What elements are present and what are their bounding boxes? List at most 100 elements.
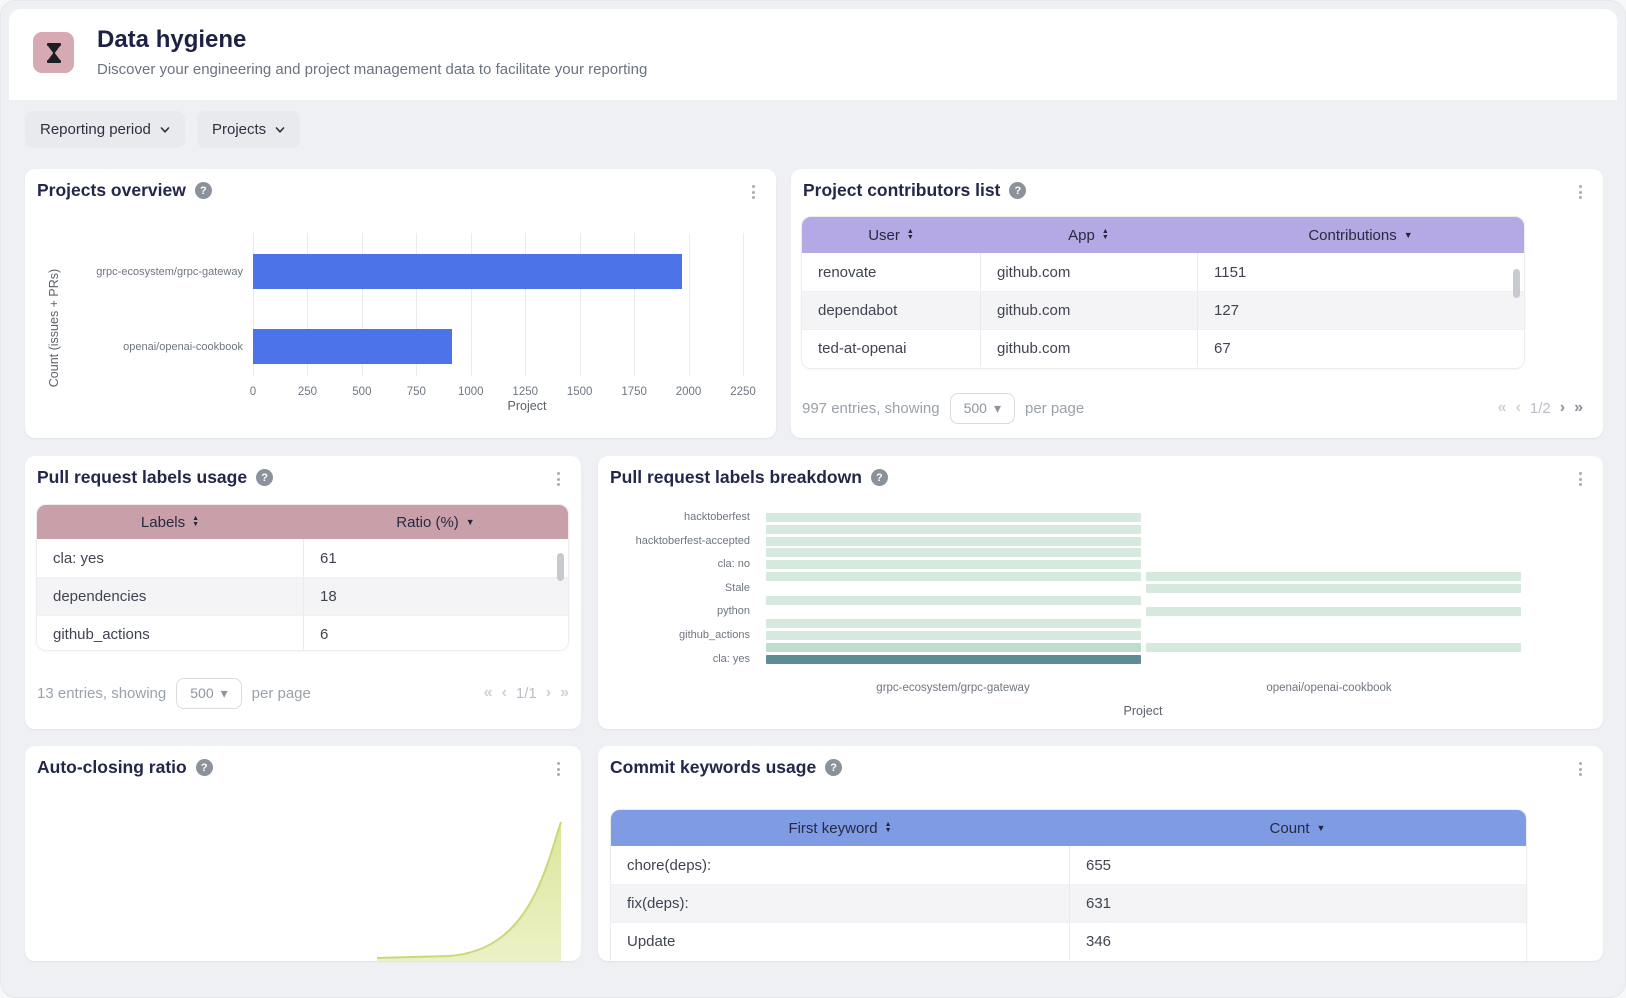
heatmap-cell: [1146, 607, 1521, 617]
help-icon[interactable]: ?: [256, 469, 274, 486]
x-tick-label: 2000: [675, 386, 702, 398]
heatmap-row-label: cla: no: [717, 558, 750, 571]
scrollbar-thumb[interactable]: [557, 553, 564, 581]
heatmap-cell: [1146, 583, 1521, 593]
heatmap-cell: [1146, 642, 1521, 652]
y-tick-label: openai/openai-cookbook: [123, 341, 243, 353]
panel-title: Auto-closing ratio: [37, 757, 187, 777]
page-subtitle: Discover your engineering and project ma…: [97, 61, 648, 78]
kebab-menu-icon[interactable]: [746, 183, 760, 201]
heatmap-row-label: github_actions: [679, 629, 750, 641]
column-header-count[interactable]: Count ▼: [1269, 819, 1326, 837]
labels-breakdown-heatmap: grpc-ecosystem/grpc-gateway openai/opena…: [598, 456, 1603, 729]
gridline: [307, 233, 309, 376]
kebab-menu-icon[interactable]: [551, 760, 565, 778]
panel-title: Commit keywords usage: [610, 757, 817, 777]
bar-grpc-ecosystem/grpc-gateway: [253, 254, 683, 289]
y-tick-label: grpc-ecosystem/grpc-gateway: [96, 266, 243, 278]
x-tick-label: 1500: [566, 386, 593, 398]
table-row: dependencies 18: [37, 577, 568, 615]
heatmap-row-label: hacktoberfest: [683, 511, 750, 523]
sort-desc-icon: ▼: [1316, 823, 1326, 833]
sort-both-icon: ▲ ▼: [192, 514, 200, 528]
heatmap-cell: [766, 536, 1141, 546]
panel-auto-closing-ratio: Auto-closing ratio ?: [25, 746, 581, 961]
kebab-menu-icon[interactable]: [1573, 470, 1587, 488]
kebab-menu-icon[interactable]: [551, 470, 565, 488]
kebab-menu-icon[interactable]: [1573, 183, 1587, 201]
reporting-period-label: Reporting period: [40, 121, 151, 138]
sort-both-icon: ▲ ▼: [1101, 227, 1109, 241]
page-size-dropdown[interactable]: 500 ▾: [176, 677, 242, 709]
help-icon[interactable]: ?: [195, 759, 213, 776]
sort-both-icon: ▲ ▼: [884, 820, 892, 834]
sort-desc-icon: ▼: [465, 517, 475, 527]
gridline: [525, 233, 527, 376]
x-tick-label: 750: [406, 386, 426, 398]
next-page-icon[interactable]: ›: [1559, 399, 1566, 416]
sort-desc-icon: ▼: [1403, 230, 1413, 240]
projects-overview-chart: Count (issues + PRs) Project 0 250 500 750 1…: [25, 209, 776, 438]
column-header-contributions[interactable]: Contributions ▼: [1308, 226, 1413, 244]
caret-down-icon: ▾: [220, 684, 228, 701]
panel-projects-overview: Projects overview ? Count (issues + PRs)…: [25, 169, 776, 438]
sort-both-icon: ▲ ▼: [906, 227, 914, 241]
column-header-first-keyword[interactable]: First keyword ▲ ▼: [788, 819, 892, 837]
table-row: fix(deps): 631: [611, 884, 1526, 922]
last-page-icon[interactable]: »: [1574, 399, 1583, 416]
help-icon[interactable]: ?: [1009, 182, 1027, 199]
x-tick-label: 500: [352, 386, 372, 398]
table-row: chore(deps): 655: [611, 846, 1526, 884]
per-page-label: per page: [1024, 399, 1085, 417]
caret-down-icon: ▾: [993, 399, 1001, 416]
x-axis-title: Project: [507, 399, 547, 413]
column-header-labels[interactable]: Labels ▲ ▼: [140, 513, 200, 531]
gridline: [253, 233, 254, 376]
prev-page-icon[interactable]: ‹: [1515, 399, 1521, 416]
projects-filter-button[interactable]: Projects: [197, 111, 301, 148]
panel-pr-labels-breakdown: Pull request labels breakdown ? grpc-eco…: [598, 456, 1603, 729]
column-header-app[interactable]: App ▲ ▼: [1068, 226, 1109, 244]
heatmap-cell: [766, 560, 1141, 570]
x-axis-title: Project: [1123, 704, 1163, 718]
x-tick-label: 0: [249, 386, 257, 398]
page-size-dropdown[interactable]: 500 ▾: [949, 392, 1015, 424]
page-indicator: 1/1: [515, 684, 537, 702]
first-page-icon[interactable]: «: [1497, 399, 1507, 416]
table-row: renovate github.com 1151: [802, 253, 1524, 291]
kebab-menu-icon[interactable]: [1573, 760, 1587, 778]
panel-title: Pull request labels usage: [37, 467, 248, 487]
panel-title: Projects overview: [37, 180, 186, 200]
heatmap-cell: [766, 513, 1141, 522]
x-tick-label: 1000: [457, 386, 484, 398]
help-icon[interactable]: ?: [870, 469, 888, 486]
panel-project-contributors: Project contributors list ? User ▲ ▼ App …: [791, 169, 1603, 438]
scrollbar-thumb[interactable]: [1513, 269, 1520, 298]
prev-page-icon[interactable]: ‹: [501, 684, 507, 701]
gridline: [470, 233, 472, 376]
last-page-icon[interactable]: »: [560, 684, 569, 701]
chevron-down-icon: [160, 126, 170, 133]
column-header-ratio[interactable]: Ratio (%) ▼: [396, 513, 475, 531]
heatmap-cell: [766, 631, 1141, 640]
heatmap-row-label: Stale: [724, 581, 750, 594]
heatmap-cell: [766, 619, 1141, 629]
next-page-icon[interactable]: ›: [545, 684, 552, 701]
heatmap-column-label: grpc-ecosystem/grpc-gateway: [876, 682, 1030, 694]
help-icon[interactable]: ?: [825, 759, 843, 776]
heatmap-row-label: cla: yes: [712, 652, 750, 665]
gridline: [579, 233, 581, 376]
heatmap-row-label: python: [716, 605, 750, 618]
table-row: dependabot github.com 127: [802, 291, 1524, 329]
auto-closing-area-chart: [376, 821, 562, 961]
x-tick-label: 1750: [621, 386, 647, 398]
reporting-period-filter-button[interactable]: Reporting period: [25, 111, 185, 148]
column-header-user[interactable]: User ▲ ▼: [868, 226, 914, 244]
page-indicator: 1/2: [1529, 399, 1551, 417]
area-series-fill: [377, 822, 561, 961]
first-page-icon[interactable]: «: [483, 684, 493, 701]
gridline: [416, 233, 418, 376]
help-icon[interactable]: ?: [194, 182, 212, 199]
hourglass-icon: [33, 32, 74, 73]
